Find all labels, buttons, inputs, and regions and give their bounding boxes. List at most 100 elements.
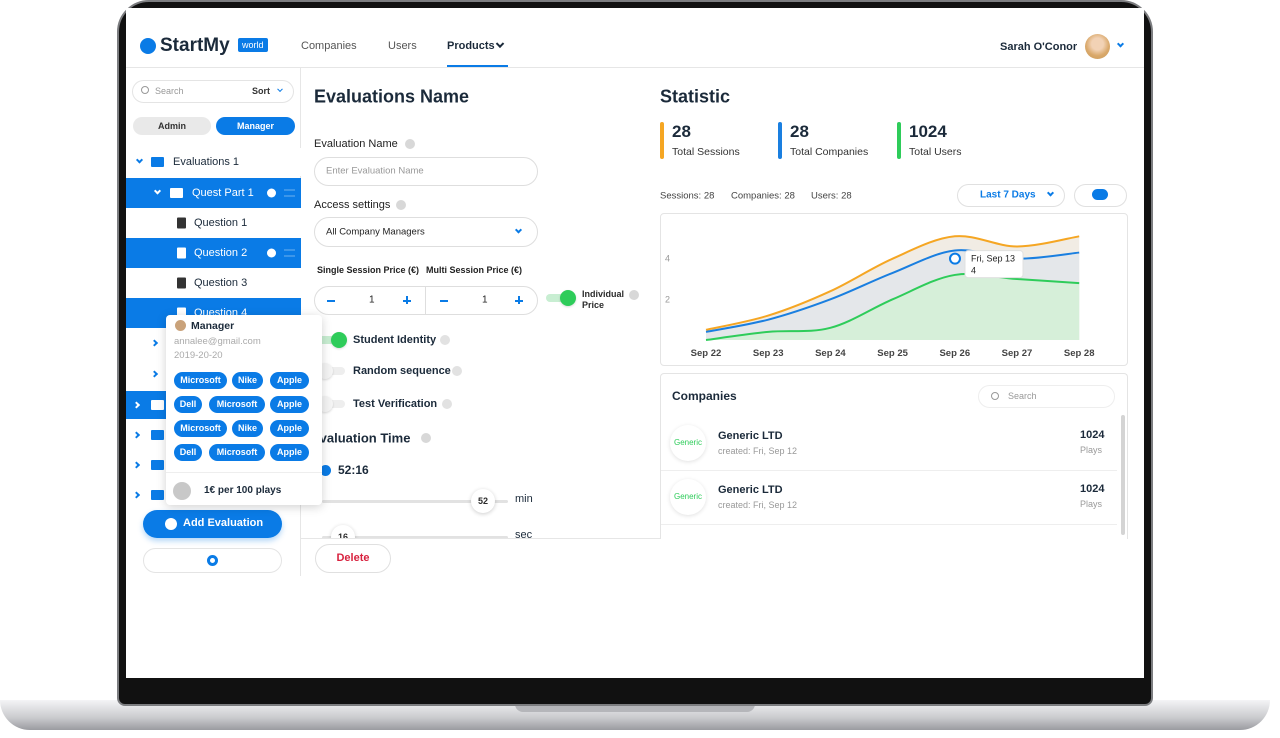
tooltip [964, 250, 1024, 279]
tag: Microsoft [209, 396, 265, 413]
role-pill[interactable]: Manager [216, 117, 295, 135]
company-logo: Generic [670, 425, 706, 461]
summary: Companies: 28 [731, 190, 795, 202]
tree-label: Question 2 [194, 247, 248, 259]
chart-box [660, 213, 1128, 366]
toggle-label: Student Identity [353, 334, 437, 346]
minus-button[interactable] [440, 300, 448, 302]
upload-button[interactable] [1074, 184, 1127, 207]
tooltip-value: 4 [971, 266, 976, 276]
row-separator [661, 524, 1117, 525]
search-placeholder: Search [155, 86, 184, 96]
line [705, 235, 1080, 331]
companies-search[interactable] [978, 385, 1115, 408]
stepper [314, 286, 538, 315]
stat-bar [897, 122, 901, 159]
coin-icon [173, 482, 191, 500]
brand-badge: world [238, 38, 268, 52]
toggle-label: Test Verification [353, 398, 438, 410]
nav-link[interactable]: Companies [301, 40, 357, 52]
info-icon [629, 290, 639, 300]
stat-bar [660, 122, 664, 159]
popup-date: 2019-20-20 [174, 350, 223, 361]
popup-avatar [175, 320, 186, 331]
form-title: Evaluations Name [314, 86, 470, 107]
tag: Microsoft [209, 444, 265, 461]
tag: Nike [232, 420, 263, 437]
tree-row[interactable] [126, 268, 301, 298]
settings-button[interactable] [143, 548, 282, 573]
popup-divider [166, 472, 322, 473]
plus-button [406, 296, 408, 304]
company-logo: Generic [670, 479, 706, 515]
stat-value: 28 [672, 122, 691, 141]
select[interactable] [314, 217, 538, 247]
company-created: created: Fri, Sep 12 [718, 446, 798, 456]
cloud-icon [1092, 189, 1108, 200]
range-select[interactable] [957, 184, 1065, 207]
slider-track [322, 499, 508, 503]
tag: Microsoft [174, 420, 227, 437]
toggle-label: Random sequence [353, 365, 451, 377]
header-border [126, 67, 1144, 68]
tree-chevron [150, 370, 159, 378]
tag: Apple [270, 372, 309, 389]
info-icon [396, 200, 406, 210]
tree-label: Evaluations 1 [173, 156, 240, 168]
info-icon [440, 335, 450, 345]
x-tick-label: Sep 25 [877, 348, 908, 359]
info-icon [452, 366, 462, 376]
file-icon [177, 277, 186, 289]
tooltip-point [949, 252, 961, 265]
text-input[interactable] [314, 157, 538, 186]
user-chevron [1116, 40, 1125, 48]
search-box[interactable] [132, 80, 294, 103]
tree-row[interactable] [126, 208, 301, 238]
minus-button[interactable] [327, 300, 335, 302]
plus-button [518, 296, 520, 304]
folder-icon [151, 430, 164, 440]
tooltip-label: Fri, Sep 13 [971, 254, 1015, 264]
field-label: Multi Session Price (€) [426, 265, 523, 275]
gear-icon [207, 555, 218, 566]
screen: StartMy world Companies Users Products Sarah … [126, 8, 1144, 678]
input-placeholder: Enter Evaluation Name [326, 165, 424, 177]
file-icon [177, 247, 186, 259]
popup-price: 1€ per 100 plays [204, 485, 282, 496]
popup-role: Manager [191, 320, 235, 332]
nav-link[interactable]: Products [447, 40, 495, 52]
role-pill[interactable]: Admin [133, 117, 211, 135]
x-tick-label: Sep 23 [753, 348, 784, 359]
tree-chevron [150, 339, 159, 347]
slider-thumb[interactable]: 52 [471, 489, 495, 513]
x-tick-label: Sep 28 [1064, 348, 1095, 359]
x-tick-label: Sep 26 [939, 348, 970, 359]
slider-thumb[interactable]: 16 [331, 525, 355, 539]
x-tick-label: Sep 27 [1002, 348, 1033, 359]
line [705, 272, 1080, 341]
company-plays-label: Plays [1080, 445, 1103, 455]
nav-link[interactable]: Users [388, 40, 417, 52]
add-evaluation-button[interactable]: Add Evaluation [143, 510, 282, 538]
stat-value: 1024 [909, 122, 947, 141]
delete-button[interactable]: Delete [315, 544, 391, 573]
summary: Sessions: 28 [660, 190, 715, 202]
range-value: Last 7 Days [980, 189, 1036, 201]
stat-label: Total Sessions [672, 146, 740, 158]
chart: 2 4 Sep 22 Sep 23 Sep 24 Sep 25 Sep 26 Sep 27 Se… [665, 235, 1095, 359]
info-icon [405, 139, 415, 149]
toggle-label: Individual Price [582, 289, 625, 310]
time-value: 52:16 [338, 463, 369, 477]
folder-icon [170, 188, 183, 198]
select-value: All Company Managers [326, 226, 425, 238]
slider-unit: sec [515, 529, 533, 539]
logo-icon [140, 38, 156, 54]
tree-label: Question 1 [194, 217, 248, 229]
x-tick-label: Sep 22 [691, 348, 722, 359]
tree-label: Question 3 [194, 277, 248, 289]
stat-label: Total Companies [790, 146, 869, 158]
add-label: Add Evaluation [183, 517, 264, 529]
row-separator [661, 470, 1117, 471]
stat-label: Total Users [909, 146, 962, 158]
